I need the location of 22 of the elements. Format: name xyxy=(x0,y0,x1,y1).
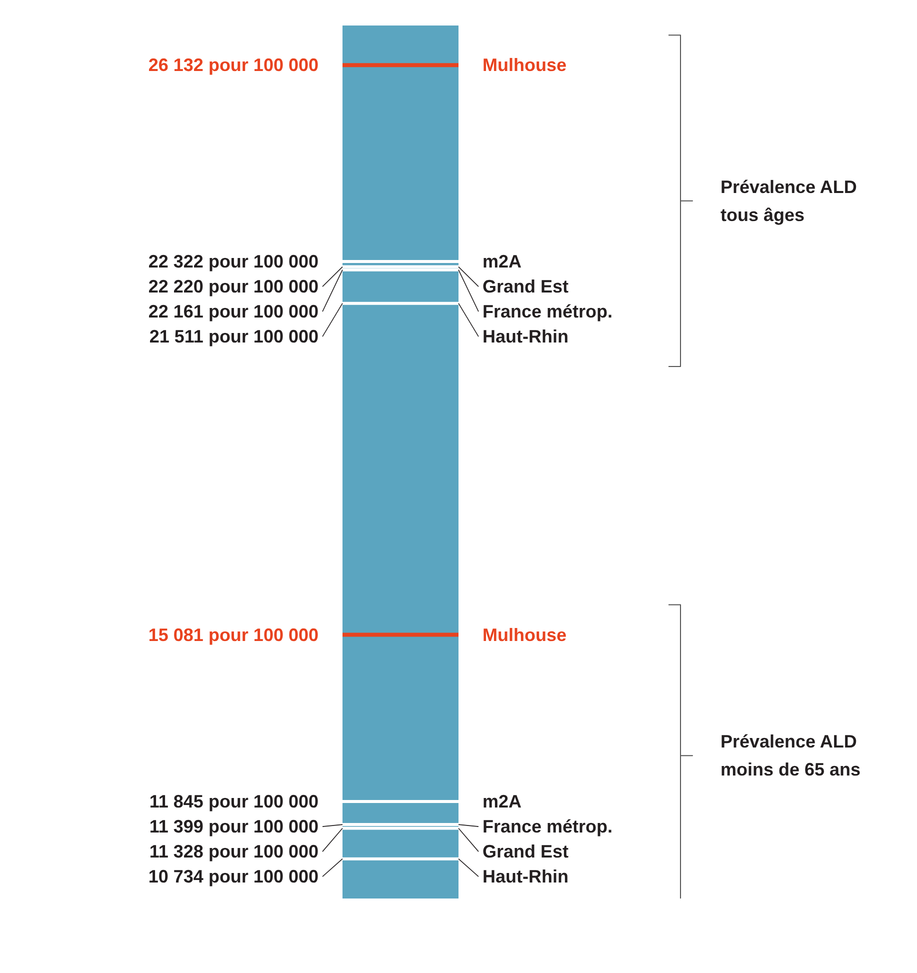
category-label: Mulhouse xyxy=(482,55,566,76)
data-label: 21 511 pour 100 000 xyxy=(149,326,319,347)
data-label: 22 220 pour 100 000 xyxy=(148,276,319,297)
data-label: 10 734 pour 100 000 xyxy=(148,866,319,887)
category-label: m2A xyxy=(482,792,522,812)
category-label: Haut-Rhin xyxy=(482,866,568,887)
data-label: 11 399 pour 100 000 xyxy=(149,816,319,837)
data-label: 11 328 pour 100 000 xyxy=(149,842,319,862)
data-label: 11 845 pour 100 000 xyxy=(149,792,319,812)
category-label: Haut-Rhin xyxy=(482,326,568,347)
text: Prévalence ALD moins de 65 ans xyxy=(720,732,861,780)
text: Prévalence ALD tous âges xyxy=(720,176,857,225)
category-label: Grand Est xyxy=(482,276,569,297)
category-label: France métrop. xyxy=(482,302,613,322)
category-label: Grand Est xyxy=(482,842,569,862)
data-label: 15 081 pour 100 000 xyxy=(148,624,319,645)
category-label: m2A xyxy=(482,252,522,272)
data-label: 22 161 pour 100 000 xyxy=(148,302,319,322)
category-label: France métrop. xyxy=(482,816,613,837)
data-label: 22 322 pour 100 000 xyxy=(148,252,319,272)
category-label: Mulhouse xyxy=(482,624,566,645)
data-label: 26 132 pour 100 000 xyxy=(148,55,319,76)
